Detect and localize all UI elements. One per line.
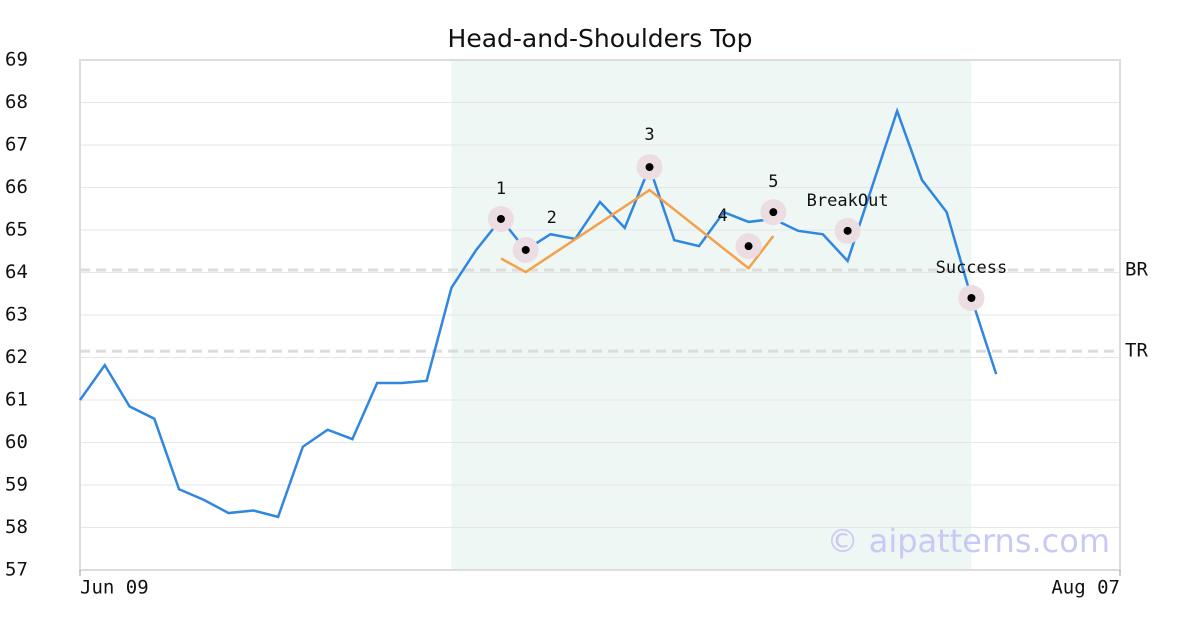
point-label: 4 [717, 206, 727, 226]
point-label: 3 [644, 125, 654, 145]
chart-title: Head-and-Shoulders Top [448, 24, 753, 53]
y-tick-label: 59 [5, 474, 28, 496]
point-dot [521, 245, 530, 254]
point-dot [744, 242, 753, 251]
x-tick-label: Aug 07 [1051, 577, 1120, 599]
point-dot [496, 214, 505, 223]
price-line [78, 107, 998, 519]
y-tick-label: 68 [5, 91, 28, 113]
point-label: Success [936, 258, 1008, 278]
point-label: BreakOut [807, 191, 889, 211]
point-label: 5 [768, 172, 778, 192]
y-tick-label: 61 [5, 389, 28, 411]
point-dot [843, 226, 852, 235]
pattern-line [500, 188, 775, 274]
watermark: © aipatterns.com [827, 522, 1110, 560]
point-dot [769, 208, 778, 217]
level-label: TR [1125, 340, 1148, 362]
y-tick-label: 63 [5, 304, 28, 326]
point-dot [967, 294, 976, 302]
y-tick-label: 66 [5, 176, 28, 198]
y-tick-label: 58 [5, 516, 28, 538]
plot-frame [79, 59, 1121, 571]
point-dot [645, 163, 654, 172]
y-tick-label: 57 [5, 559, 28, 581]
level-label: BR [1125, 258, 1148, 280]
y-tick-label: 60 [5, 431, 28, 453]
x-tick-label: Jun 09 [80, 577, 149, 599]
y-tick-label: 69 [5, 49, 28, 71]
y-tick-label: 64 [5, 261, 28, 283]
point-label: 2 [547, 208, 557, 228]
y-tick-label: 62 [5, 346, 28, 368]
y-tick-label: 67 [5, 134, 28, 156]
point-label: 1 [496, 179, 506, 199]
y-tick-label: 65 [5, 219, 28, 241]
